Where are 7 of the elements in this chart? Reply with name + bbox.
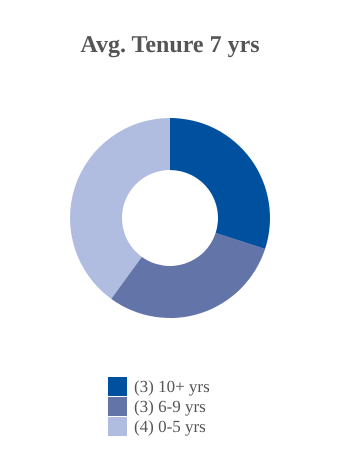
donut-slice [170,118,270,249]
donut-slice [70,118,170,299]
legend-label: (4) 0-5 yrs [134,417,206,436]
donut-slice [111,232,266,318]
legend-label: (3) 6-9 yrs [134,397,206,416]
chart-title: Avg. Tenure 7 yrs [80,32,260,58]
legend-label: (3) 10+ yrs [134,377,210,396]
